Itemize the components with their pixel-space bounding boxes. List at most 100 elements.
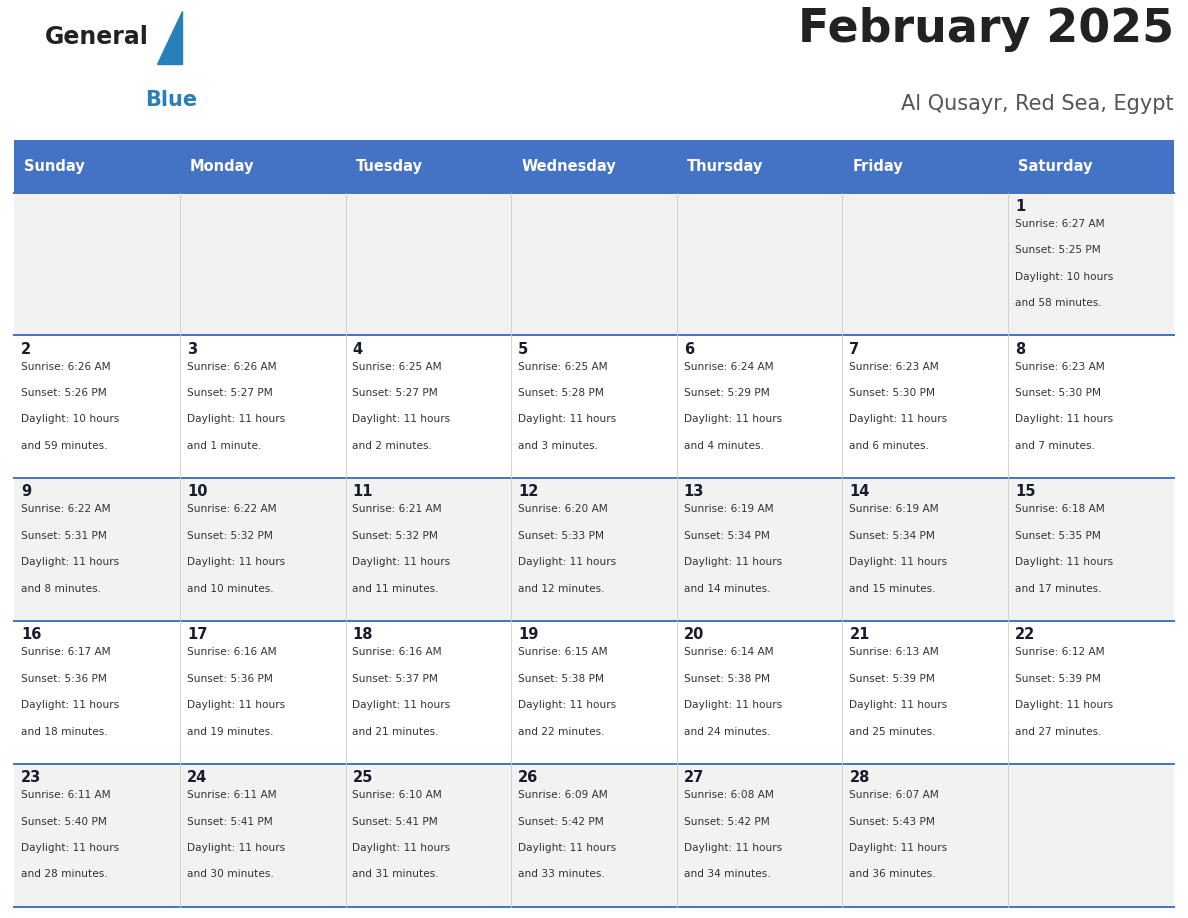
Text: Sunset: 5:34 PM: Sunset: 5:34 PM bbox=[684, 531, 770, 541]
Text: Sunrise: 6:22 AM: Sunrise: 6:22 AM bbox=[187, 504, 277, 514]
FancyBboxPatch shape bbox=[14, 621, 179, 764]
Text: 21: 21 bbox=[849, 627, 870, 643]
Text: and 59 minutes.: and 59 minutes. bbox=[21, 441, 108, 451]
Text: 12: 12 bbox=[518, 485, 538, 499]
Text: Sunrise: 6:25 AM: Sunrise: 6:25 AM bbox=[353, 362, 442, 372]
Text: Sunrise: 6:25 AM: Sunrise: 6:25 AM bbox=[518, 362, 608, 372]
Text: 22: 22 bbox=[1015, 627, 1035, 643]
FancyBboxPatch shape bbox=[14, 335, 179, 478]
Text: Sunrise: 6:09 AM: Sunrise: 6:09 AM bbox=[518, 790, 608, 800]
FancyBboxPatch shape bbox=[677, 335, 842, 478]
Text: Sunrise: 6:19 AM: Sunrise: 6:19 AM bbox=[684, 504, 773, 514]
Text: and 14 minutes.: and 14 minutes. bbox=[684, 584, 770, 594]
FancyBboxPatch shape bbox=[677, 621, 842, 764]
Text: Daylight: 11 hours: Daylight: 11 hours bbox=[353, 414, 450, 424]
FancyBboxPatch shape bbox=[511, 193, 677, 335]
Text: and 3 minutes.: and 3 minutes. bbox=[518, 441, 598, 451]
Text: Sunrise: 6:27 AM: Sunrise: 6:27 AM bbox=[1015, 218, 1105, 229]
Text: 15: 15 bbox=[1015, 485, 1036, 499]
Text: 6: 6 bbox=[684, 341, 694, 356]
Text: and 27 minutes.: and 27 minutes. bbox=[1015, 726, 1101, 736]
Text: 23: 23 bbox=[21, 770, 42, 785]
Text: and 6 minutes.: and 6 minutes. bbox=[849, 441, 929, 451]
FancyBboxPatch shape bbox=[842, 193, 1009, 335]
FancyBboxPatch shape bbox=[1009, 621, 1174, 764]
Text: 10: 10 bbox=[187, 485, 208, 499]
Text: and 18 minutes.: and 18 minutes. bbox=[21, 726, 108, 736]
Text: and 25 minutes.: and 25 minutes. bbox=[849, 726, 936, 736]
Text: Sunset: 5:32 PM: Sunset: 5:32 PM bbox=[353, 531, 438, 541]
FancyBboxPatch shape bbox=[842, 621, 1009, 764]
FancyBboxPatch shape bbox=[346, 764, 511, 907]
FancyBboxPatch shape bbox=[346, 621, 511, 764]
Text: Daylight: 11 hours: Daylight: 11 hours bbox=[849, 414, 948, 424]
Text: Daylight: 11 hours: Daylight: 11 hours bbox=[518, 414, 617, 424]
FancyBboxPatch shape bbox=[1009, 478, 1174, 621]
Text: 28: 28 bbox=[849, 770, 870, 785]
Text: Daylight: 11 hours: Daylight: 11 hours bbox=[187, 843, 285, 853]
Text: Daylight: 11 hours: Daylight: 11 hours bbox=[684, 414, 782, 424]
Text: Al Qusayr, Red Sea, Egypt: Al Qusayr, Red Sea, Egypt bbox=[902, 94, 1174, 114]
Text: Sunset: 5:40 PM: Sunset: 5:40 PM bbox=[21, 817, 107, 826]
Text: Friday: Friday bbox=[853, 159, 903, 174]
FancyBboxPatch shape bbox=[1009, 140, 1174, 193]
Text: Sunset: 5:38 PM: Sunset: 5:38 PM bbox=[518, 674, 605, 684]
FancyBboxPatch shape bbox=[346, 140, 511, 193]
Text: and 36 minutes.: and 36 minutes. bbox=[849, 869, 936, 879]
Text: and 10 minutes.: and 10 minutes. bbox=[187, 584, 273, 594]
Text: Sunrise: 6:11 AM: Sunrise: 6:11 AM bbox=[21, 790, 110, 800]
Text: Sunrise: 6:18 AM: Sunrise: 6:18 AM bbox=[1015, 504, 1105, 514]
Text: Sunrise: 6:07 AM: Sunrise: 6:07 AM bbox=[849, 790, 940, 800]
Text: Sunrise: 6:08 AM: Sunrise: 6:08 AM bbox=[684, 790, 773, 800]
FancyBboxPatch shape bbox=[14, 140, 179, 193]
FancyBboxPatch shape bbox=[511, 478, 677, 621]
Text: Sunrise: 6:14 AM: Sunrise: 6:14 AM bbox=[684, 647, 773, 657]
Text: and 8 minutes.: and 8 minutes. bbox=[21, 584, 101, 594]
Text: and 2 minutes.: and 2 minutes. bbox=[353, 441, 432, 451]
Text: 5: 5 bbox=[518, 341, 529, 356]
Text: Daylight: 11 hours: Daylight: 11 hours bbox=[684, 557, 782, 567]
Text: Sunrise: 6:26 AM: Sunrise: 6:26 AM bbox=[187, 362, 277, 372]
Text: and 4 minutes.: and 4 minutes. bbox=[684, 441, 764, 451]
Text: Wednesday: Wednesday bbox=[522, 159, 615, 174]
Text: and 19 minutes.: and 19 minutes. bbox=[187, 726, 273, 736]
Text: Sunset: 5:31 PM: Sunset: 5:31 PM bbox=[21, 531, 107, 541]
Text: Monday: Monday bbox=[190, 159, 254, 174]
Text: Daylight: 11 hours: Daylight: 11 hours bbox=[353, 700, 450, 711]
Text: 24: 24 bbox=[187, 770, 207, 785]
FancyBboxPatch shape bbox=[1009, 764, 1174, 907]
Text: Daylight: 11 hours: Daylight: 11 hours bbox=[1015, 557, 1113, 567]
Text: Daylight: 11 hours: Daylight: 11 hours bbox=[518, 700, 617, 711]
Text: and 34 minutes.: and 34 minutes. bbox=[684, 869, 770, 879]
FancyBboxPatch shape bbox=[842, 335, 1009, 478]
Text: Sunset: 5:43 PM: Sunset: 5:43 PM bbox=[849, 817, 935, 826]
Text: and 1 minute.: and 1 minute. bbox=[187, 441, 261, 451]
Text: 11: 11 bbox=[353, 485, 373, 499]
Text: 1: 1 bbox=[1015, 198, 1025, 214]
Text: Sunset: 5:28 PM: Sunset: 5:28 PM bbox=[518, 388, 604, 398]
Text: and 58 minutes.: and 58 minutes. bbox=[1015, 298, 1101, 308]
Text: Sunset: 5:32 PM: Sunset: 5:32 PM bbox=[187, 531, 273, 541]
Text: Sunset: 5:33 PM: Sunset: 5:33 PM bbox=[518, 531, 605, 541]
Text: Sunrise: 6:15 AM: Sunrise: 6:15 AM bbox=[518, 647, 608, 657]
Text: Sunrise: 6:23 AM: Sunrise: 6:23 AM bbox=[849, 362, 940, 372]
FancyBboxPatch shape bbox=[14, 764, 179, 907]
Text: Sunday: Sunday bbox=[24, 159, 86, 174]
Text: 7: 7 bbox=[849, 341, 860, 356]
Text: Daylight: 10 hours: Daylight: 10 hours bbox=[21, 414, 120, 424]
Text: Saturday: Saturday bbox=[1018, 159, 1093, 174]
FancyBboxPatch shape bbox=[179, 764, 346, 907]
Text: Daylight: 11 hours: Daylight: 11 hours bbox=[849, 700, 948, 711]
Text: Sunrise: 6:24 AM: Sunrise: 6:24 AM bbox=[684, 362, 773, 372]
Text: and 15 minutes.: and 15 minutes. bbox=[849, 584, 936, 594]
FancyBboxPatch shape bbox=[346, 335, 511, 478]
Text: and 12 minutes.: and 12 minutes. bbox=[518, 584, 605, 594]
Text: Sunrise: 6:10 AM: Sunrise: 6:10 AM bbox=[353, 790, 442, 800]
Text: Sunrise: 6:20 AM: Sunrise: 6:20 AM bbox=[518, 504, 608, 514]
Polygon shape bbox=[157, 11, 182, 64]
Text: 27: 27 bbox=[684, 770, 704, 785]
FancyBboxPatch shape bbox=[511, 335, 677, 478]
Text: 19: 19 bbox=[518, 627, 538, 643]
FancyBboxPatch shape bbox=[842, 140, 1009, 193]
Text: 14: 14 bbox=[849, 485, 870, 499]
